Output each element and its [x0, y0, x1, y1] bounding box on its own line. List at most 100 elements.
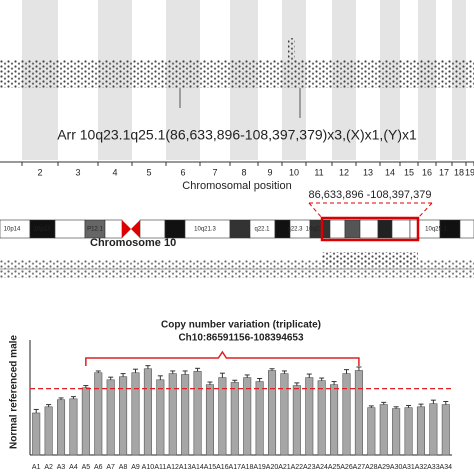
annotation: Arr 10q23.1q25.1(86,633,896-108,397,379)…	[57, 127, 417, 143]
x-tick-label: A27	[353, 464, 366, 471]
x-tick-label: A25	[328, 464, 341, 471]
bar	[342, 373, 351, 456]
bar	[379, 404, 388, 456]
x-tick-label: A30	[390, 464, 403, 471]
x-tick-label: A24	[315, 464, 328, 471]
probe-scatter	[0, 60, 474, 88]
bar	[57, 399, 66, 456]
bar	[280, 373, 289, 456]
bar	[416, 406, 425, 456]
x-tick-label: 13	[363, 167, 373, 177]
x-tick-label: A13	[179, 464, 192, 471]
band	[359, 219, 379, 239]
bar	[44, 406, 53, 456]
x-tick-label: 12	[339, 167, 349, 177]
zoom-line	[417, 202, 433, 219]
x-tick-label: A22	[291, 464, 304, 471]
x-tick-label: A23	[303, 464, 316, 471]
bar	[404, 407, 413, 456]
bar	[392, 408, 401, 456]
bar	[429, 403, 438, 456]
band	[54, 219, 86, 239]
x-tick-label: 3	[75, 167, 80, 177]
x-tick-label: A10	[142, 464, 155, 471]
band	[344, 219, 361, 239]
x-tick-label: A26	[340, 464, 353, 471]
x-tick-label: 10	[289, 167, 299, 177]
zoom-line	[308, 202, 323, 219]
band-label: q22.1	[254, 227, 270, 233]
bar	[168, 373, 177, 456]
x-tick-label: A5	[82, 464, 91, 471]
x-tick-label: 9	[267, 167, 272, 177]
band-label: 10q21.3	[194, 227, 216, 233]
x-tick-label: A32	[415, 464, 428, 471]
x-tick-label: A6	[94, 464, 103, 471]
bar	[292, 385, 301, 456]
x-tick-label: 6	[180, 167, 185, 177]
bar	[441, 404, 450, 456]
x-tick-label: A18	[241, 464, 254, 471]
x-tick-label: A7	[106, 464, 115, 471]
x-tick-label: 8	[241, 167, 246, 177]
x-tick-label: 11	[314, 167, 323, 177]
bar	[367, 407, 376, 456]
band	[139, 219, 166, 239]
bar	[268, 370, 277, 456]
highlight-box	[320, 216, 420, 242]
x-tick-label: A16	[216, 464, 229, 471]
x-tick-label: A20	[266, 464, 279, 471]
track-gain	[322, 252, 418, 266]
x-tick-label: A12	[167, 464, 180, 471]
x-tick-label: 2	[37, 167, 42, 177]
x-tick-label: A34	[440, 464, 453, 471]
bar	[181, 374, 190, 456]
band-label: 10p13	[34, 227, 51, 233]
band-label: P12.1	[87, 227, 103, 233]
bar	[317, 380, 326, 456]
band-label: 10q23	[306, 227, 323, 233]
centromere	[122, 220, 140, 238]
bar	[143, 368, 152, 456]
x-tick-label: A3	[57, 464, 66, 471]
x-tick-label: 15	[404, 167, 414, 177]
bar	[354, 370, 363, 456]
x-tick-label: 4	[112, 167, 117, 177]
x-tick-label: A17	[229, 464, 242, 471]
x-tick-label: A2	[44, 464, 53, 471]
bar	[255, 381, 264, 456]
bar	[106, 379, 115, 456]
x-tick-label: A15	[204, 464, 217, 471]
band	[329, 219, 346, 239]
band	[164, 219, 186, 239]
x-tick-label: 7	[212, 167, 217, 177]
x-tick-label: A19	[253, 464, 266, 471]
bar	[32, 412, 41, 456]
x-tick-label: 5	[146, 167, 151, 177]
gain-spike	[288, 38, 295, 62]
ideogram-title: Chromosome 10	[90, 237, 176, 249]
bar	[193, 371, 202, 456]
x-tick-label: A8	[119, 464, 128, 471]
bar	[81, 387, 90, 456]
x-tick-label: A31	[402, 464, 415, 471]
x-tick-label: 16	[422, 167, 432, 177]
bar	[94, 372, 103, 456]
x-tick-label: A28	[365, 464, 378, 471]
chart-title: Copy number variation (triplicate)	[161, 320, 321, 331]
bar	[205, 384, 214, 456]
band	[104, 219, 123, 239]
bar	[69, 398, 78, 456]
band-label: 10q25.1	[425, 227, 447, 233]
bar-chart: Copy number variation (triplicate) Ch10:8…	[9, 320, 452, 471]
x-tick-label: 18	[454, 167, 464, 177]
band-label: 10p14	[4, 227, 21, 233]
x-tick-label: A9	[131, 464, 140, 471]
band	[229, 219, 251, 239]
bar	[131, 372, 140, 456]
bar	[230, 382, 239, 456]
band	[377, 219, 393, 239]
x-tick-label: A14	[191, 464, 204, 471]
band	[391, 219, 411, 239]
